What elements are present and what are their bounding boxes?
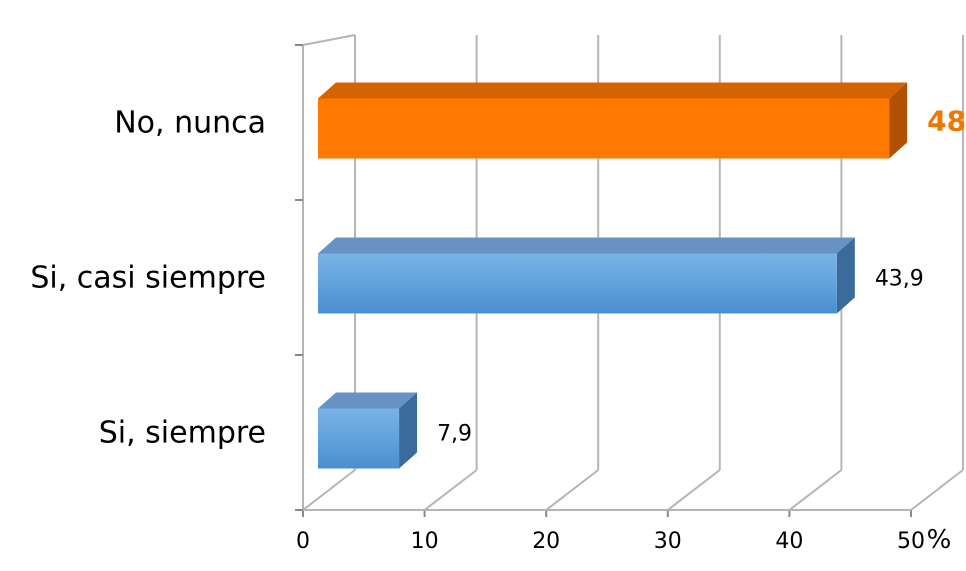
floor-gridline-4 xyxy=(788,469,843,511)
x-tick-label-0: 0 xyxy=(296,529,310,554)
bar-top-1 xyxy=(318,237,855,254)
x-tick-label-1: 10 xyxy=(411,529,439,554)
bar-2 xyxy=(318,98,890,159)
bar-0 xyxy=(318,408,400,469)
x-tick-label-4: 40 xyxy=(775,529,803,554)
bar-side-2 xyxy=(889,82,908,159)
x-tick-label-5: 50 xyxy=(897,529,925,554)
floor-gridline-5 xyxy=(910,469,964,511)
data-label-1: 43,9 xyxy=(875,267,924,292)
floor-gridline-0 xyxy=(302,469,356,511)
bar-side-0 xyxy=(399,392,418,469)
bars xyxy=(318,82,908,469)
category-label-2: No, nunca xyxy=(114,106,266,141)
floor-gridline-2 xyxy=(545,469,599,511)
bar-side-1 xyxy=(836,237,855,314)
x-tick-label-2: 20 xyxy=(532,529,560,554)
x-tick-label-3: 30 xyxy=(654,529,682,554)
category-label-0: Si, siempre xyxy=(99,416,266,451)
bar-top-0 xyxy=(318,392,418,409)
floor-gridline-3 xyxy=(667,469,721,511)
bar-top-2 xyxy=(318,82,908,99)
labels: 0 10 20 30 40 50 % 7,9 Si, siempre 43,9 Si, casi s… xyxy=(30,105,966,556)
x-unit-label: % xyxy=(927,525,952,555)
floor-gridline-1 xyxy=(423,469,478,511)
data-label-0: 7,9 xyxy=(437,422,472,447)
data-label-2: 48 xyxy=(927,105,966,138)
bar-1 xyxy=(318,253,837,314)
category-label-1: Si, casi siempre xyxy=(30,261,266,296)
wall-top-edge xyxy=(302,34,356,46)
